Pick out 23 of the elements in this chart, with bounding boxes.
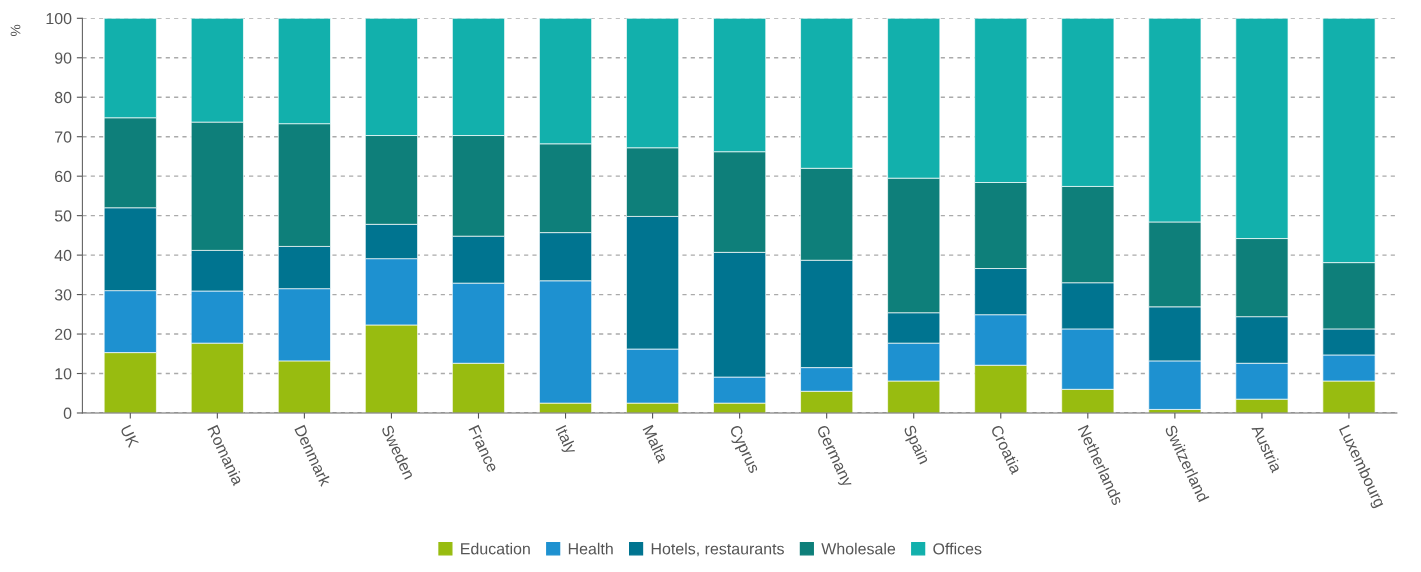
y-tick-label: 40 — [54, 249, 72, 262]
y-tick-label: 70 — [55, 131, 72, 143]
x-tick-label: Croatia — [990, 424, 1023, 476]
y-tick-label: 20 — [55, 328, 72, 340]
y-tick-label: 0 — [63, 407, 72, 419]
legend-label: Hotels, restaurants — [651, 542, 784, 557]
y-tick-label: 100 — [46, 12, 72, 25]
x-tick-label: Cyprus — [726, 424, 761, 476]
y-tick-label: 50 — [54, 210, 72, 222]
legend-label: Offices — [933, 542, 982, 555]
y-tick-label: 60 — [55, 170, 72, 183]
x-tick-label: UK — [120, 424, 140, 449]
x-tick-label: Spain — [900, 424, 931, 466]
x-tick-label: Malta — [642, 424, 670, 464]
legend-label: Health — [568, 542, 613, 555]
y-tick-label: 30 — [54, 289, 72, 301]
x-tick-label: Italy — [552, 424, 578, 457]
legend-label: Education — [461, 542, 530, 555]
y-tick-label: 10 — [55, 368, 72, 380]
y-axis-title: % — [10, 24, 21, 37]
legend-label: Wholesale — [821, 542, 896, 555]
y-tick-label: 90 — [54, 52, 72, 64]
y-tick-label: 80 — [54, 91, 72, 104]
